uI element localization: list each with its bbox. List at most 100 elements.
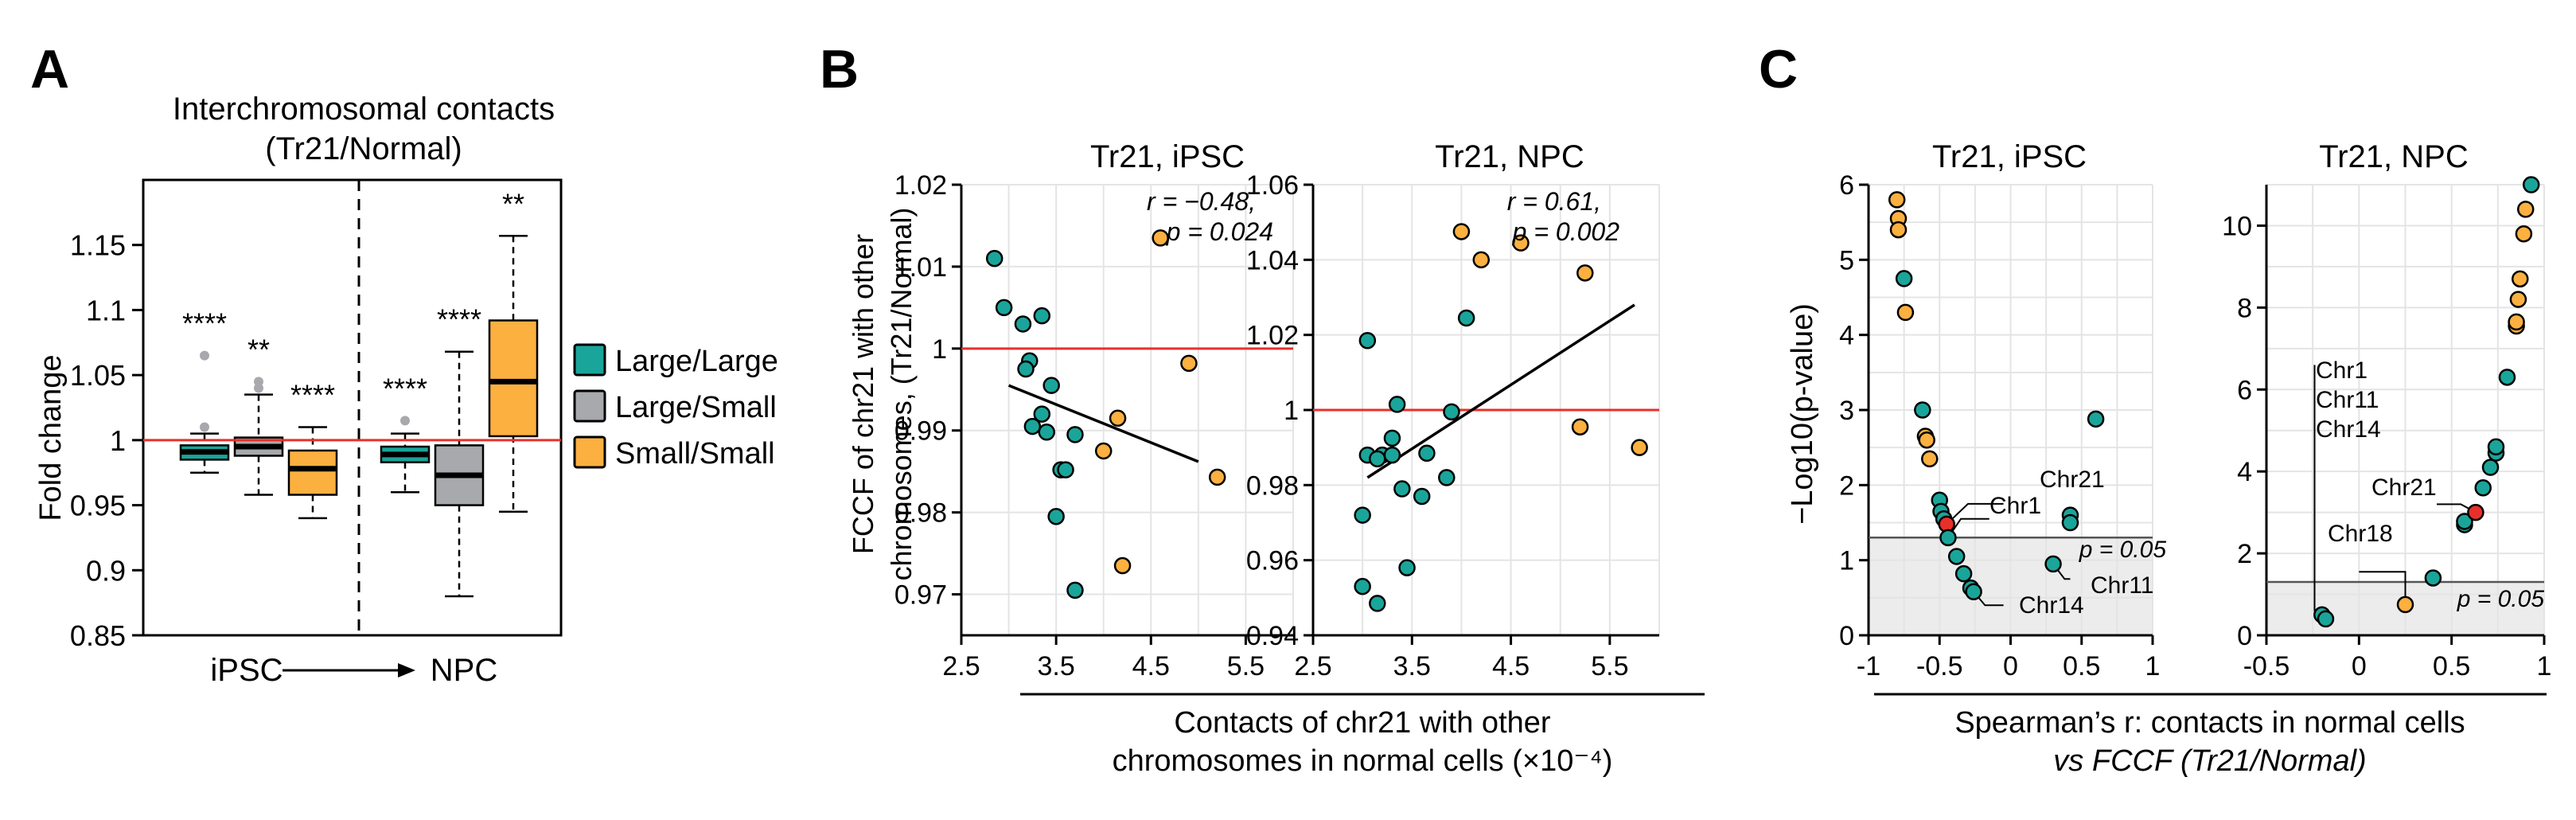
data-point: [1895, 270, 1913, 287]
data-point: [1057, 461, 1074, 478]
panel-c-ylabel: −Log10(p-value): [1786, 303, 1819, 525]
panel-c-xlabel-line1: Spearman’s r: contacts in normal cells: [1954, 706, 2465, 740]
y-tick-label: 8: [2237, 293, 2252, 323]
c2-threshold-label: p = 0.05: [2457, 586, 2545, 612]
panel-a-group-ipsc: iPSC: [210, 653, 283, 688]
data-point: [1066, 426, 1084, 443]
data-point: [1438, 469, 1456, 486]
data-point: [2512, 270, 2529, 288]
data-point: [1180, 354, 1198, 373]
y-tick-label: 1: [1284, 396, 1299, 426]
panel-b2-scatter: 0.94 0.96 0.98 1 1.02 1.04 1.06 2.5 3.5 4.5 5.5: [1246, 170, 1660, 681]
legend-label-large-large: Large/Large: [615, 345, 778, 378]
c2-label-chr18: Chr18: [2328, 521, 2393, 547]
data-point: [995, 299, 1013, 317]
panel-c1-title: Tr21, iPSC: [1932, 139, 2087, 174]
data-point: [1889, 221, 1908, 239]
panel-a-letter: A: [30, 39, 69, 100]
legend-swatch-small-small: [573, 435, 606, 469]
x-tick-label: 2.5: [942, 651, 980, 681]
data-point: [1358, 331, 1377, 349]
legend-swatch-large-large: [573, 343, 606, 377]
data-point: [1631, 439, 1648, 456]
x-tick-label: 4.5: [1132, 651, 1170, 681]
x-tick-label: 0.5: [2063, 651, 2100, 681]
panel-a: A Interchromosomal contacts (Tr21/Normal…: [30, 39, 778, 688]
y-tick-label: 4: [1839, 321, 1854, 351]
plot-frame: [142, 178, 563, 637]
data-point: [1383, 446, 1401, 464]
data-point: [2087, 410, 2105, 428]
x-tick-label: 3.5: [1393, 651, 1431, 681]
data-point: [1512, 234, 1530, 252]
data-point: [2481, 459, 2500, 476]
data-point: [2424, 569, 2442, 587]
x-tick-label: -0.5: [1916, 651, 1963, 681]
y-tick-label: 4: [2237, 457, 2252, 487]
data-point: [1939, 529, 1957, 547]
data-point: [1369, 595, 1386, 612]
data-point: [2516, 201, 2535, 218]
legend-swatch-large-small: [573, 389, 606, 423]
significance-label: ****: [383, 372, 427, 404]
y-tick-label: 6: [1839, 170, 1854, 201]
x-tick-label: 5.5: [1227, 651, 1265, 681]
y-tick-label: 2: [2237, 539, 2252, 569]
data-point: [1576, 264, 1594, 282]
panel-b2-annotation-r: r = 0.61,: [1507, 187, 1601, 216]
y-tick-label: 1: [110, 424, 126, 457]
x-tick-label: 1: [2145, 651, 2161, 681]
c2-label-chr14: Chr14: [2316, 416, 2381, 443]
panel-b2-annotation-p: p = 0.002: [1512, 217, 1620, 246]
x-tick-label: 3.5: [1038, 651, 1075, 681]
c1-label-chr11: Chr11: [2091, 572, 2153, 599]
legend-label-small-small: Small/Small: [615, 437, 775, 471]
y-tick-label: 0: [2237, 621, 2252, 651]
data-point: [2044, 555, 2062, 573]
y-tick-label: 3: [1839, 396, 1854, 426]
data-point: [1914, 401, 1931, 419]
c1-threshold-label: p = 0.05: [2079, 537, 2167, 563]
y-tick-label: 0.94: [1246, 621, 1299, 651]
significance-label: **: [247, 333, 270, 365]
y-tick-label: 1.04: [1246, 245, 1299, 275]
data-point: [1888, 191, 1906, 209]
significance-label: ****: [182, 307, 227, 340]
data-point: [2515, 225, 2533, 243]
data-point: [1388, 396, 1406, 413]
data-point: [2061, 513, 2079, 532]
significance-label: ****: [437, 303, 481, 336]
data-point: [1208, 468, 1226, 486]
significance-label: **: [502, 187, 524, 220]
data-point: [1042, 377, 1060, 394]
c2-label-chr21: Chr21: [2371, 474, 2437, 501]
data-point: [1954, 564, 1973, 583]
y-tick-label: 10: [2222, 211, 2252, 241]
data-point: [1038, 424, 1055, 441]
panel-b2-title: Tr21, NPC: [1435, 139, 1584, 174]
outlier-point: [254, 377, 263, 387]
box: [488, 319, 539, 438]
data-point: [1457, 309, 1475, 327]
data-point: [2396, 595, 2414, 614]
data-point: [1033, 405, 1051, 423]
data-point: [985, 249, 1004, 267]
data-point: [1023, 417, 1042, 435]
data-point: [1965, 583, 1982, 601]
panel-a-title-line1: Interchromosomal contacts: [173, 92, 555, 127]
y-tick-label: 0.85: [70, 619, 126, 652]
y-tick-label: 2: [1839, 471, 1854, 501]
x-tick-label: 5.5: [1591, 651, 1628, 681]
x-tick-label: 0: [2003, 651, 2018, 681]
y-tick-label: 1.15: [70, 229, 126, 262]
panel-a-group-npc: NPC: [431, 653, 497, 688]
y-tick-label: 1.02: [1246, 321, 1299, 351]
data-point: [1418, 444, 1436, 462]
y-tick-label: 0.96: [1246, 546, 1299, 576]
data-point: [1066, 581, 1084, 599]
x-tick-label: 0.5: [2433, 651, 2470, 681]
x-tick-label: 2.5: [1294, 651, 1331, 681]
data-point: [2317, 610, 2335, 628]
data-point: [1398, 559, 1416, 576]
panel-b-xlabel-line1: Contacts of chr21 with other: [1174, 706, 1550, 740]
